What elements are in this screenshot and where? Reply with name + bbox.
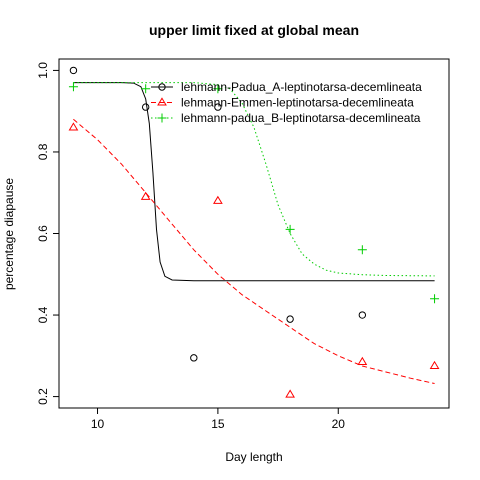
x-tick-label: 10 [91,417,105,431]
legend-marker-1 [158,83,166,91]
y-tick-label: 0.8 [36,143,50,160]
legend-label-3: lehmann-padua_B-leptinotarsa-decemlineat… [181,111,421,125]
data-point-series-2 [213,195,223,204]
y-axis: 0.2 0.4 0.6 0.8 1.0 [36,62,59,405]
data-point-series-1 [69,66,78,75]
data-points [68,66,440,398]
data-point-series-1 [190,354,198,362]
data-point-series-2 [429,360,440,370]
fit-curve-2 [73,118,435,384]
fit-curve-3 [73,82,435,277]
legend-label-2: lehmann-Emmen-leptinotarsa-decemlineata [181,96,414,110]
data-point-series-3 [213,84,223,94]
x-axis-label: Day length [225,450,282,464]
data-point-series-1 [214,103,222,111]
data-point-series-3 [285,224,295,234]
data-point-series-1 [358,311,367,319]
y-tick-label: 0.2 [36,388,50,405]
y-tick-label: 0.4 [36,306,50,323]
chart-title: upper limit fixed at global mean [149,22,359,38]
data-point-series-3 [68,82,78,92]
y-tick-label: 1.0 [36,62,50,79]
legend-marker-3 [157,113,167,123]
legend: lehmann-Padua_A-leptinotarsa-decemlineat… [151,80,422,125]
data-point-series-1 [141,103,150,111]
data-point-series-2 [68,122,79,131]
data-point-series-2 [285,389,295,398]
data-point-series-3 [357,245,367,255]
x-axis: 10 15 20 [91,408,345,431]
y-axis-label: percentage diapause [2,178,16,290]
fitted-curves [73,82,435,384]
data-point-series-3 [141,84,151,94]
x-tick-label: 15 [211,417,225,431]
data-point-series-1 [286,315,294,323]
legend-label-1: lehmann-Padua_A-leptinotarsa-decemlineat… [181,80,422,94]
legend-marker-2 [157,97,167,106]
data-point-series-2 [140,191,151,200]
data-point-series-3 [430,294,440,304]
y-tick-label: 0.6 [36,225,50,242]
data-point-series-2 [357,356,368,365]
x-tick-label: 20 [332,417,346,431]
